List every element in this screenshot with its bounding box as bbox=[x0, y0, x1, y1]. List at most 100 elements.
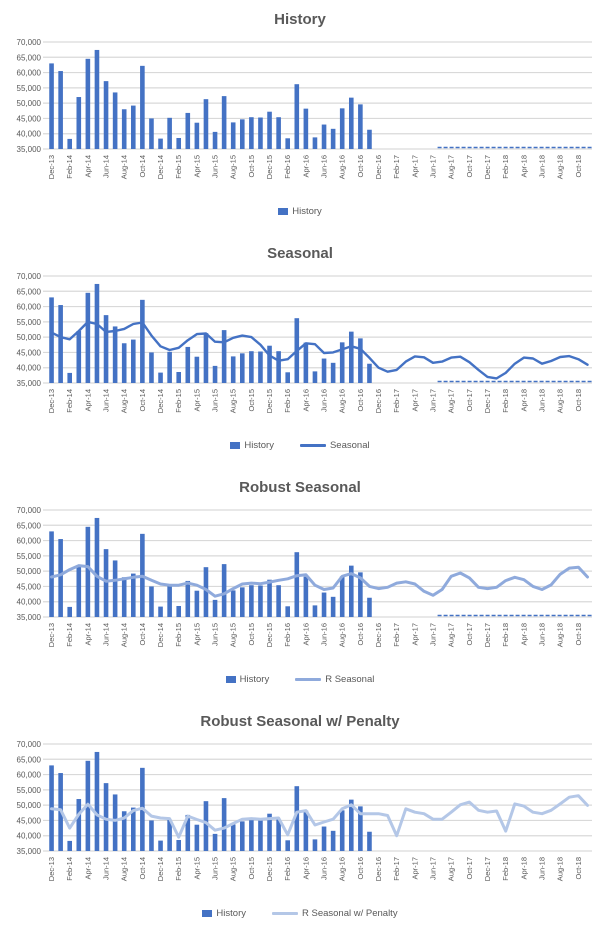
history-bar bbox=[85, 526, 91, 617]
chart-legend: History R Seasonal w/ Penalty bbox=[0, 904, 600, 922]
history-bar bbox=[330, 362, 336, 383]
history-bar bbox=[212, 365, 218, 383]
history-bar bbox=[212, 599, 218, 617]
history-bar bbox=[112, 326, 118, 383]
history-bar bbox=[294, 552, 300, 617]
x-axis-tick-label: Oct-15 bbox=[247, 389, 256, 412]
history-bar bbox=[303, 342, 309, 383]
x-axis-tick-label: Apr-15 bbox=[192, 155, 201, 178]
history-bar bbox=[67, 840, 73, 851]
chart-history: History 70,000 65,000 60,000 55,000 50,000 45… bbox=[0, 0, 600, 234]
x-axis-tick-label: Oct-16 bbox=[356, 155, 365, 178]
y-axis-tick-label: 60,000 bbox=[17, 771, 42, 780]
history-bar bbox=[176, 371, 182, 383]
x-axis-tick-label: Apr-14 bbox=[83, 389, 92, 412]
y-axis-tick-label: 70,000 bbox=[17, 740, 42, 749]
y-axis-tick-label: 55,000 bbox=[17, 552, 42, 561]
x-axis-tick-label: Dec-17 bbox=[483, 623, 492, 647]
history-bar bbox=[358, 572, 363, 617]
legend-bar-swatch bbox=[202, 909, 213, 917]
x-axis-tick-label: Aug-14 bbox=[120, 155, 129, 179]
history-bar bbox=[221, 330, 227, 383]
history-bar bbox=[367, 831, 372, 851]
legend-bar-swatch bbox=[230, 441, 241, 449]
chart-title: Robust Seasonal bbox=[239, 479, 361, 496]
x-axis-tick-label: Oct-18 bbox=[574, 389, 583, 412]
history-bar bbox=[358, 806, 363, 851]
history-bar bbox=[149, 352, 154, 383]
x-axis-tick-label: Oct-14 bbox=[138, 155, 147, 178]
chart-plot: 70,000 65,000 60,000 55,000 50,000 45,000 40,0… bbox=[17, 38, 592, 179]
history-bar bbox=[176, 839, 182, 851]
x-axis-tick-label: Jun-16 bbox=[320, 389, 329, 412]
history-bar bbox=[230, 356, 236, 383]
history-bar bbox=[321, 826, 327, 851]
history-bar bbox=[203, 333, 209, 383]
history-bar bbox=[348, 799, 354, 851]
y-axis-tick-label: 65,000 bbox=[17, 521, 42, 530]
chart-legend: History Seasonal bbox=[0, 436, 600, 454]
history-bar bbox=[176, 605, 182, 617]
y-axis-tick-label: 65,000 bbox=[17, 287, 42, 296]
history-bar bbox=[348, 97, 354, 149]
x-axis-tick-label: Feb-15 bbox=[174, 623, 183, 647]
history-bar bbox=[67, 372, 73, 383]
x-axis-tick-label: Oct-18 bbox=[574, 857, 583, 880]
chart-legend: History R Seasonal bbox=[0, 670, 600, 688]
x-axis-tick-label: Aug-17 bbox=[447, 857, 456, 881]
x-axis-tick-label: Dec-16 bbox=[374, 623, 383, 647]
x-axis-tick-label: Dec-13 bbox=[47, 857, 56, 881]
history-bar bbox=[230, 122, 236, 149]
x-axis-tick-label: Feb-14 bbox=[65, 389, 74, 413]
history-bar bbox=[194, 824, 200, 851]
legend-line-swatch bbox=[295, 677, 322, 681]
history-bar bbox=[249, 819, 254, 851]
x-axis-tick-label: Apr-14 bbox=[83, 857, 92, 880]
history-bar bbox=[330, 830, 336, 851]
y-axis-tick-label: 70,000 bbox=[17, 272, 42, 281]
x-axis-tick-label: Oct-18 bbox=[574, 155, 583, 178]
history-bar bbox=[267, 345, 272, 383]
y-axis-tick-label: 65,000 bbox=[17, 53, 42, 62]
x-axis-tick-label: Aug-16 bbox=[338, 857, 347, 881]
y-axis-tick-label: 55,000 bbox=[17, 318, 42, 327]
legend-label: History bbox=[244, 439, 274, 451]
history-bar bbox=[185, 814, 191, 851]
history-bar bbox=[130, 807, 136, 851]
history-bar bbox=[339, 576, 345, 617]
x-axis-tick-label: Jun-16 bbox=[320, 155, 329, 178]
history-bar bbox=[158, 840, 163, 851]
history-bar bbox=[303, 810, 309, 851]
x-axis-tick-label: Aug-16 bbox=[338, 389, 347, 413]
x-axis-tick-label: Feb-17 bbox=[392, 155, 401, 179]
x-axis-tick-label: Dec-13 bbox=[47, 389, 56, 413]
history-bar bbox=[103, 315, 109, 383]
x-axis-tick-label: Dec-16 bbox=[374, 389, 383, 413]
x-axis-tick-label: Jun-18 bbox=[538, 623, 547, 646]
x-axis-tick-label: Feb-15 bbox=[174, 389, 183, 413]
y-axis-tick-label: 35,000 bbox=[17, 379, 42, 388]
chart-plot: 70,000 65,000 60,000 55,000 50,000 45,000 40,0… bbox=[17, 272, 592, 413]
history-bar bbox=[339, 810, 345, 851]
x-axis-tick-label: Aug-14 bbox=[120, 623, 129, 647]
x-axis-tick-label: Dec-15 bbox=[265, 857, 274, 881]
x-axis-tick-label: Feb-18 bbox=[501, 857, 510, 881]
y-axis-tick-label: 60,000 bbox=[17, 537, 42, 546]
r-seasonal-w-penalty-line bbox=[50, 794, 589, 839]
x-axis-tick-label: Feb-14 bbox=[65, 155, 74, 179]
history-bar bbox=[103, 549, 109, 617]
x-axis-tick-label: Apr-16 bbox=[301, 623, 310, 646]
history-bar bbox=[321, 124, 327, 149]
x-axis-tick-label: Jun-15 bbox=[211, 623, 220, 646]
x-axis-tick-label: Apr-17 bbox=[410, 155, 419, 178]
history-bar bbox=[249, 117, 254, 149]
x-axis-tick-label: Apr-14 bbox=[83, 623, 92, 646]
x-axis-tick-label: Apr-18 bbox=[519, 857, 528, 880]
history-bar bbox=[249, 585, 254, 617]
chart-seasonal: Seasonal 70,000 65,000 60,000 55,000 50,000 4… bbox=[0, 234, 600, 468]
chart-robust-seasonal: Robust Seasonal 70,000 65,000 60,000 55,000… bbox=[0, 468, 600, 702]
x-axis-tick-label: Apr-16 bbox=[301, 155, 310, 178]
history-bar bbox=[112, 794, 118, 851]
history-bar bbox=[367, 363, 372, 383]
y-axis-tick-label: 45,000 bbox=[17, 348, 42, 357]
